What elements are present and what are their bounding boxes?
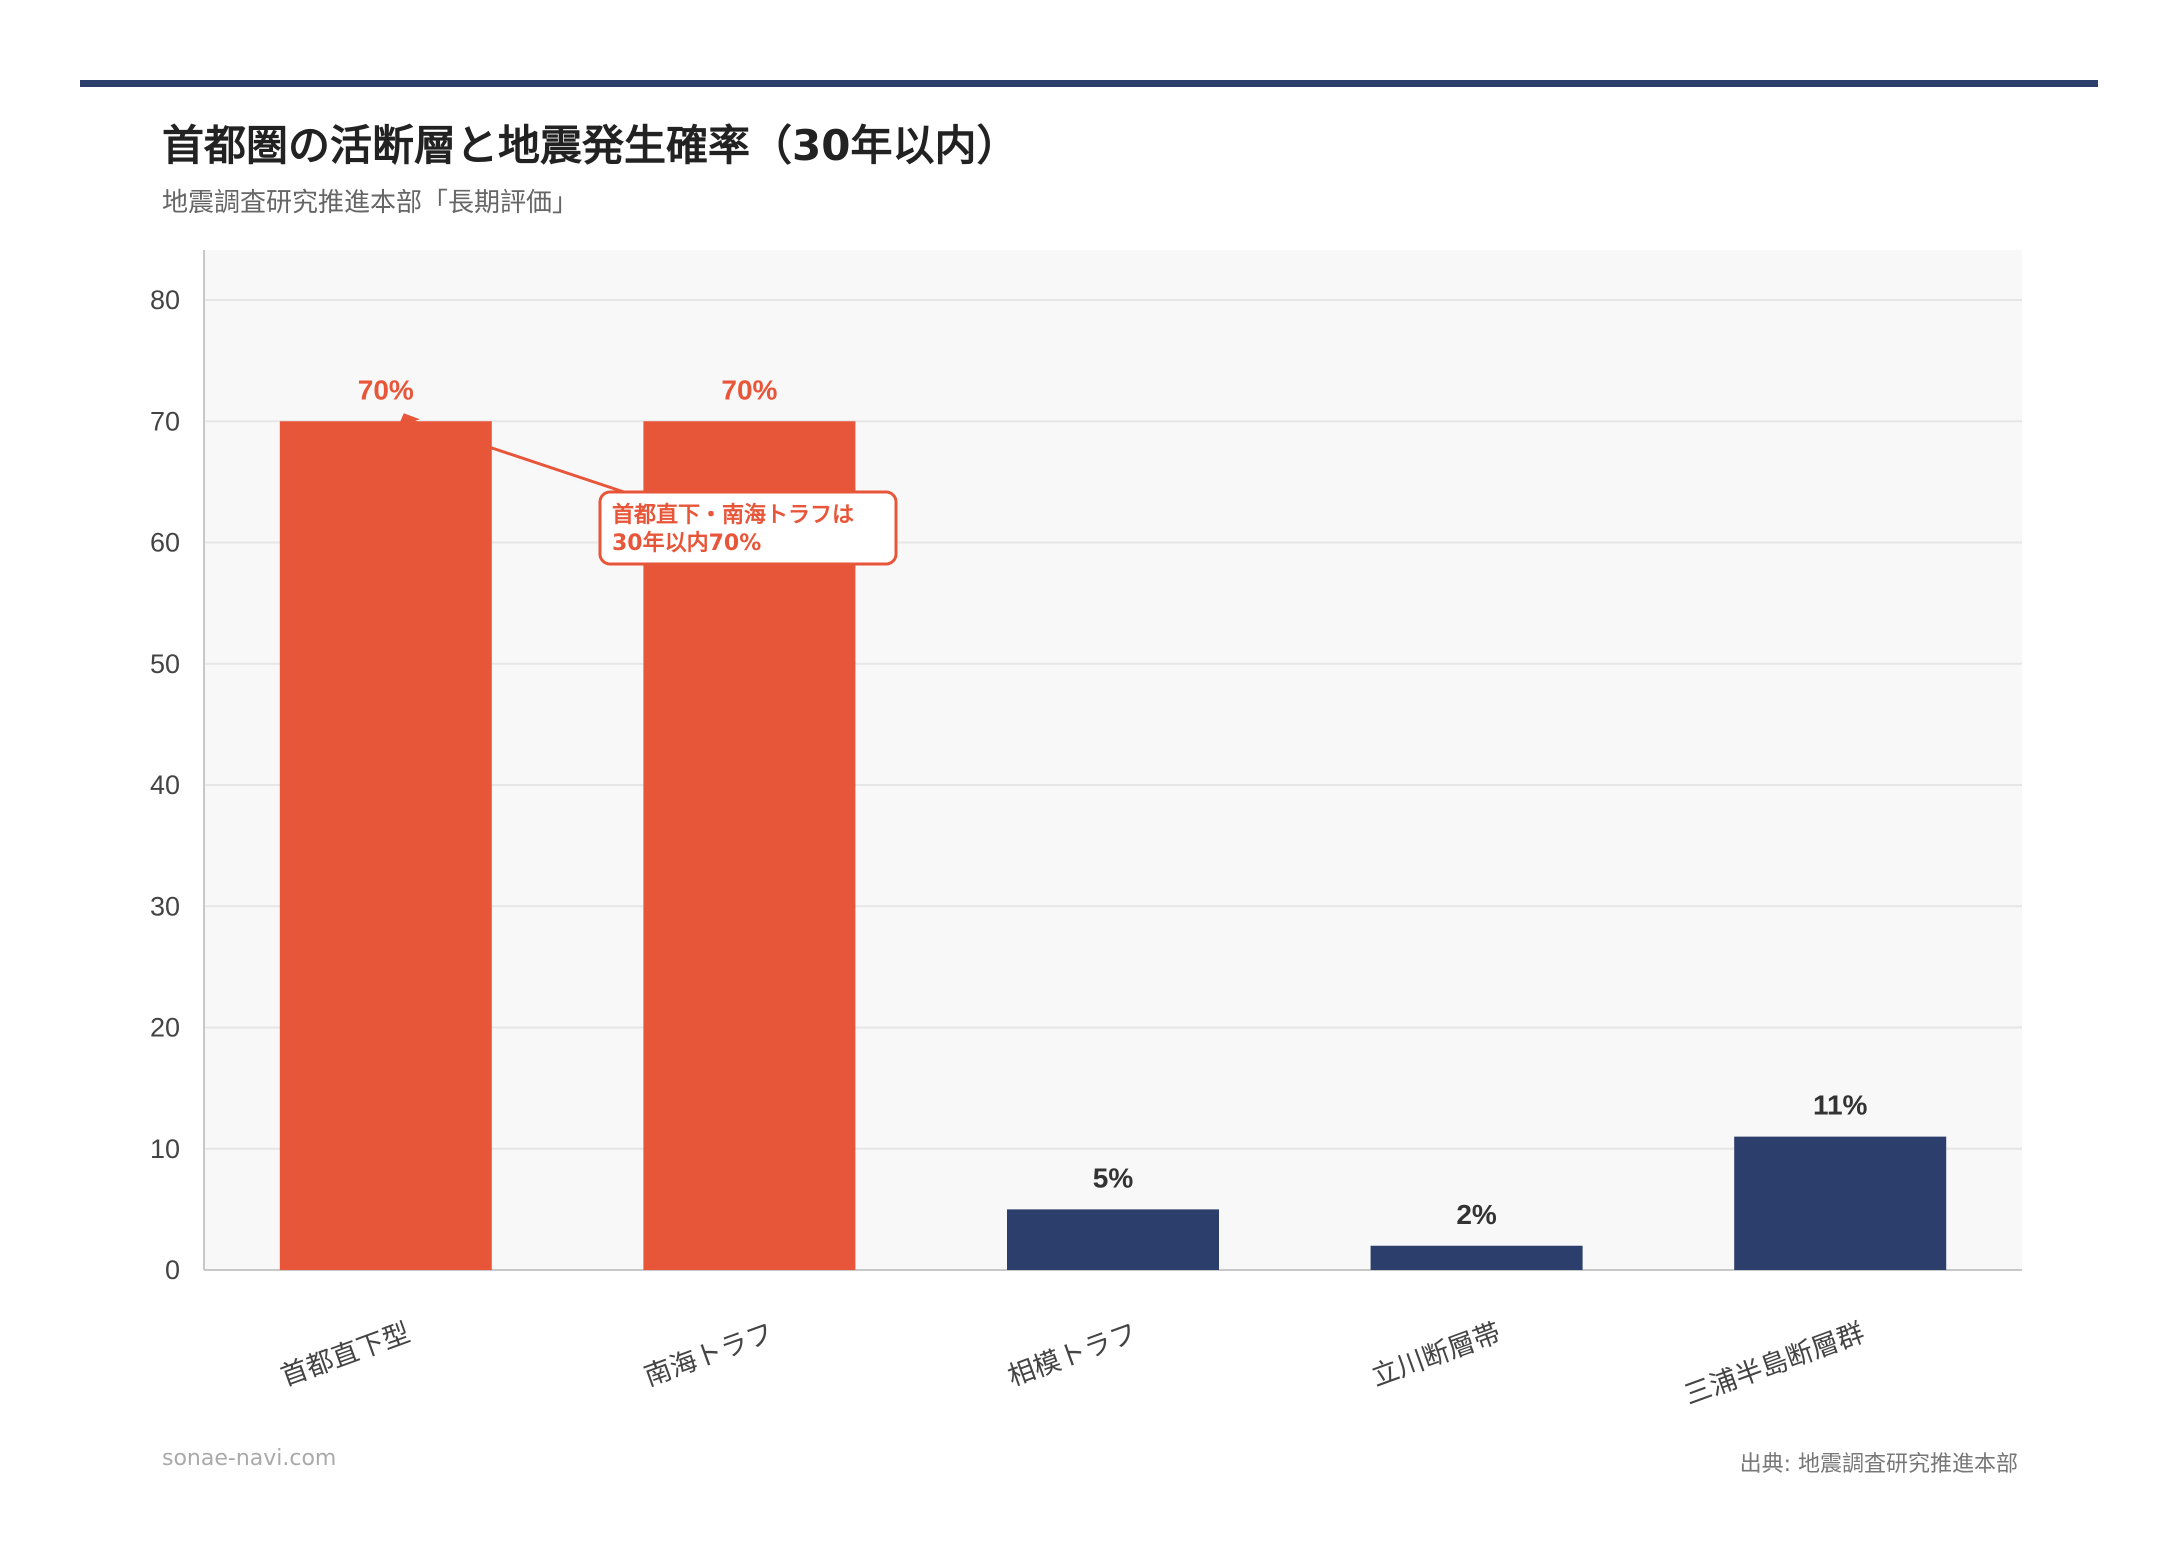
bar (279, 421, 492, 1270)
top-rule (80, 80, 2098, 87)
x-tick-label: 三浦半島断層群 (1680, 1317, 1868, 1411)
footer-source: 出典: 地震調査研究推進本部 (1739, 1452, 2018, 1477)
data-label: 70% (721, 374, 777, 405)
bar (1370, 1245, 1583, 1270)
annotation-box (598, 490, 898, 566)
annotation-text: 首都直下・南海トラフは (612, 502, 854, 528)
annotation-text: 30年以内70% (612, 530, 761, 556)
plot-area (204, 250, 2022, 1270)
y-tick-label: 50 (150, 649, 180, 679)
footer-site: sonae-navi.com (162, 1446, 337, 1471)
y-tick-label: 70 (150, 406, 180, 436)
annotation-leader (405, 417, 625, 494)
bar (1734, 1136, 1947, 1270)
y-tick-label: 30 (150, 891, 180, 921)
x-tick-label: 立川断層帯 (1368, 1317, 1505, 1392)
x-tick-label: 首都直下型 (277, 1317, 414, 1392)
annotation-arrowhead (397, 413, 420, 428)
x-tick-label: 南海トラフ (640, 1317, 777, 1392)
data-label: 2% (1456, 1199, 1497, 1230)
y-tick-label: 40 (150, 770, 180, 800)
y-tick-label: 60 (150, 528, 180, 558)
chart-title: 首都圏の活断層と地震発生確率（30年以内） (162, 121, 1019, 170)
bar (1007, 1209, 1219, 1270)
y-tick-label: 80 (150, 285, 180, 315)
x-tick-label: 相模トラフ (1004, 1317, 1141, 1392)
y-tick-label: 10 (150, 1134, 180, 1164)
data-label: 70% (358, 374, 414, 405)
y-tick-label: 20 (150, 1013, 180, 1043)
data-label: 11% (1813, 1090, 1868, 1121)
chart-subtitle: 地震調査研究推進本部「長期評価」 (162, 188, 579, 218)
y-tick-label: 0 (165, 1255, 180, 1285)
data-label: 5% (1093, 1162, 1134, 1193)
